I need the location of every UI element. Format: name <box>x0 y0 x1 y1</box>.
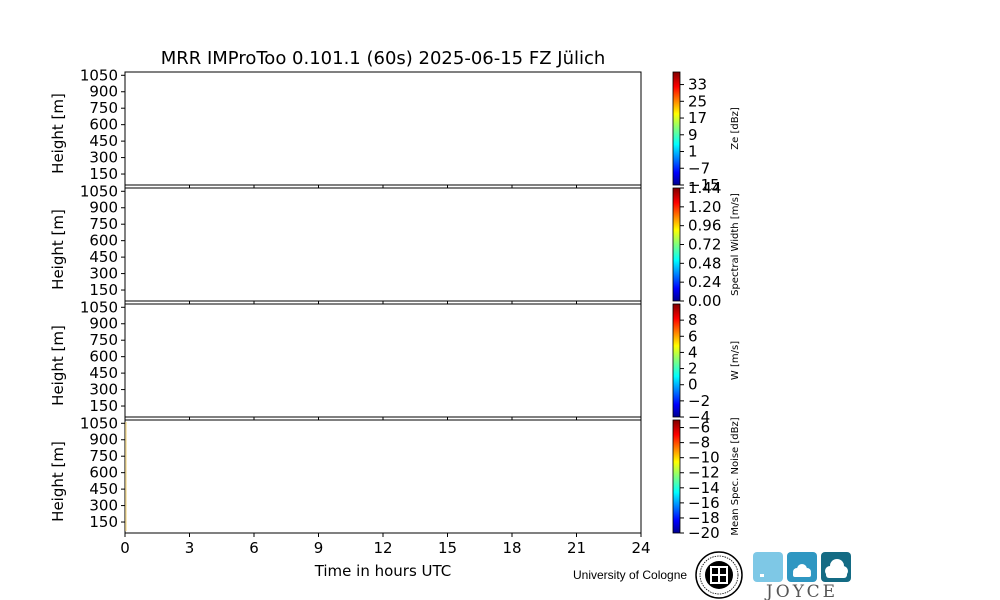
y-tick-label: 450 <box>89 480 118 498</box>
chart-title: MRR IMProToo 0.101.1 (60s) 2025-06-15 FZ… <box>161 48 606 69</box>
colorbar-tick-label: 9 <box>688 126 698 144</box>
institution-name: University of Cologne <box>573 568 687 582</box>
colorbar-tick-label: −20 <box>688 524 720 542</box>
y-tick-label: 900 <box>89 83 118 101</box>
y-tick-label: 450 <box>89 132 118 150</box>
colorbar-tick-label: 8 <box>688 311 698 329</box>
y-tick-label: 300 <box>89 265 118 283</box>
colorbar-tick-label: 17 <box>688 109 707 127</box>
colorbar-1 <box>672 71 681 186</box>
colorbar-tick-label: 33 <box>688 76 707 94</box>
y-tick-label: 450 <box>89 364 118 382</box>
colorbar-tick-label: −14 <box>688 479 720 497</box>
colorbar-tick-label: 1.20 <box>688 198 721 216</box>
ground-icon <box>760 574 764 577</box>
y-tick-label: 900 <box>89 315 118 333</box>
colorbar-tick-label: 0.96 <box>688 217 721 235</box>
colorbar-tick-label: 6 <box>688 327 698 345</box>
y-tick-label: 1050 <box>80 298 118 316</box>
y-tick-label: 600 <box>89 116 118 134</box>
logo-tile-light <box>753 552 783 582</box>
big-cloud-icon <box>825 559 848 578</box>
colorbar-3 <box>672 303 681 418</box>
x-tick-label: 12 <box>373 539 392 557</box>
colorbar-tick-label: −8 <box>688 434 710 452</box>
colorbar-2 <box>672 187 681 302</box>
brand-name: JOYCE <box>764 582 838 600</box>
colorbar-tick-label: 0.00 <box>688 292 721 310</box>
x-tick-label: 9 <box>314 539 324 557</box>
colorbar-label: W [m/s] <box>730 341 741 380</box>
y-tick-label: 1050 <box>80 414 118 432</box>
y-tick-label: 300 <box>89 497 118 515</box>
colorbar-tick-label: 0.24 <box>688 273 721 291</box>
x-tick-label: 3 <box>185 539 195 557</box>
y-axis-label: Height [m] <box>49 441 67 522</box>
x-tick-label: 18 <box>502 539 521 557</box>
university-seal-icon <box>695 551 743 599</box>
y-tick-label: 750 <box>89 331 118 349</box>
y-tick-label: 750 <box>89 215 118 233</box>
y-tick-label: 900 <box>89 199 118 217</box>
colorbar-label: Ze [dBz] <box>730 107 741 150</box>
colorbar-tick-label: −10 <box>688 449 720 467</box>
panel-1-axes <box>124 71 642 186</box>
colorbar-tick-label: −16 <box>688 494 720 512</box>
y-tick-label: 450 <box>89 248 118 266</box>
colorbar-label: Spectral Width [m/s] <box>730 193 741 296</box>
y-tick-label: 1050 <box>80 182 118 200</box>
y-tick-label: 150 <box>89 281 118 299</box>
colorbar-tick-label: −2 <box>688 392 710 410</box>
x-tick-label: 21 <box>567 539 586 557</box>
y-tick-label: 300 <box>89 381 118 399</box>
x-axis-label: Time in hours UTC <box>314 562 452 580</box>
y-tick-label: 150 <box>89 165 118 183</box>
y-tick-label: 900 <box>89 431 118 449</box>
cloud-icon <box>793 564 811 577</box>
panel-2-axes <box>124 187 642 302</box>
colorbar-tick-label: 4 <box>688 343 698 361</box>
y-axis-label: Height [m] <box>49 93 67 174</box>
colorbar-tick-label: −6 <box>688 419 710 437</box>
colorbar-tick-label: −12 <box>688 464 720 482</box>
y-tick-label: 1050 <box>80 66 118 84</box>
x-tick-label: 24 <box>631 539 650 557</box>
y-tick-label: 150 <box>89 513 118 531</box>
x-tick-label: 6 <box>249 539 259 557</box>
joyce-logo: JOYCE <box>753 552 851 600</box>
colorbar-tick-label: 1 <box>688 143 698 161</box>
y-axis-label: Height [m] <box>49 325 67 406</box>
colorbar-tick-label: 0 <box>688 376 698 394</box>
panel-3-axes <box>124 303 642 418</box>
x-tick-label: 15 <box>438 539 457 557</box>
y-tick-label: 750 <box>89 99 118 117</box>
colorbar-tick-label: −18 <box>688 509 720 527</box>
y-tick-label: 600 <box>89 232 118 250</box>
colorbar-tick-label: 2 <box>688 360 698 378</box>
colorbar-tick-label: −15 <box>688 176 720 194</box>
y-axis-label: Height [m] <box>49 209 67 290</box>
colorbar-4 <box>672 419 681 534</box>
y-tick-label: 150 <box>89 397 118 415</box>
colorbar-tick-label: −7 <box>688 159 710 177</box>
colorbar-tick-label: 1.44 <box>688 179 721 197</box>
colorbar-tick-label: 0.72 <box>688 236 721 254</box>
x-tick-label: 0 <box>120 539 130 557</box>
colorbar-tick-label: −4 <box>688 408 710 426</box>
colorbar-label: Mean Spec. Noise [dBz] <box>730 417 741 535</box>
y-tick-label: 600 <box>89 348 118 366</box>
panel-4-axes <box>124 419 642 534</box>
y-tick-label: 600 <box>89 464 118 482</box>
noise-data-strip <box>125 422 127 531</box>
y-tick-label: 300 <box>89 149 118 167</box>
colorbar-tick-label: 0.48 <box>688 254 721 272</box>
footer-logos: University of Cologne JOYCE <box>573 551 851 600</box>
y-tick-label: 750 <box>89 447 118 465</box>
colorbar-tick-label: 25 <box>688 92 707 110</box>
